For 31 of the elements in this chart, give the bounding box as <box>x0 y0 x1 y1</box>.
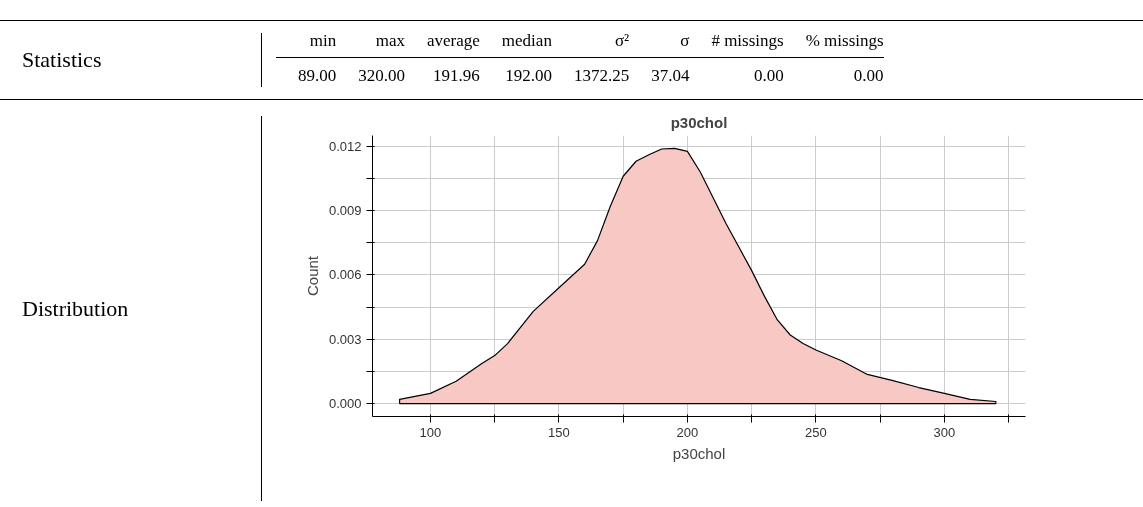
text: 0.00 <box>852 65 884 88</box>
y-tick-label: 0.000 <box>328 396 362 412</box>
x-tick-label: 150 <box>548 424 570 440</box>
text: 89.00 <box>297 65 337 88</box>
text: # missings <box>689 25 784 58</box>
text: average <box>405 25 480 58</box>
text: min <box>276 25 337 58</box>
x-tick-label: 300 <box>933 424 956 440</box>
x-tick-label: 250 <box>805 424 827 440</box>
y-axis-title: Count <box>303 255 321 297</box>
y-tick-label: 0.003 <box>328 331 362 347</box>
text: σ² <box>551 25 630 58</box>
x-tick-label: 200 <box>676 424 699 440</box>
text: Statistics <box>0 33 262 87</box>
text: max <box>336 25 405 58</box>
x-axis-title: p30chol <box>672 444 726 462</box>
text: 192.00 <box>504 65 552 88</box>
text: median <box>479 25 552 58</box>
text: 1372.25 <box>572 65 630 88</box>
chart-title: p30chol <box>670 113 728 131</box>
text: σ <box>629 25 690 58</box>
text: % missings <box>783 25 884 58</box>
text: 37.04 <box>650 65 690 88</box>
text: 0.00 <box>752 65 784 88</box>
x-tick-label: 100 <box>419 424 442 440</box>
y-tick-label: 0.009 <box>328 203 362 219</box>
y-tick-label: 0.006 <box>328 267 362 283</box>
y-tick-label: 0.012 <box>328 138 362 154</box>
text: 191.96 <box>432 65 480 88</box>
text: Distribution <box>0 116 262 501</box>
text: 320.00 <box>357 65 405 88</box>
